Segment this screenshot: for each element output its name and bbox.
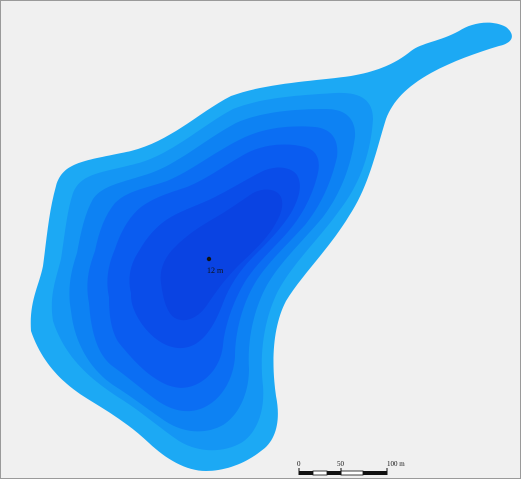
scale-bar: 0 50 100 m bbox=[297, 460, 405, 476]
scale-bar-segment-1 bbox=[299, 471, 313, 475]
scale-bar-segment-3 bbox=[327, 471, 341, 475]
scale-label-100: 100 m bbox=[387, 460, 405, 468]
scale-bar-segment-2 bbox=[312, 470, 328, 476]
scale-label-0: 0 bbox=[297, 460, 301, 468]
scale-bar-segment-4 bbox=[340, 470, 364, 476]
deepest-point-marker bbox=[206, 256, 212, 262]
scale-bar-segment-5 bbox=[363, 471, 387, 475]
scale-label-50: 50 bbox=[337, 460, 345, 468]
depth-layer-7 bbox=[160, 189, 283, 321]
depth-label: 12 m bbox=[207, 266, 224, 275]
lake-depth-layers bbox=[30, 22, 512, 472]
